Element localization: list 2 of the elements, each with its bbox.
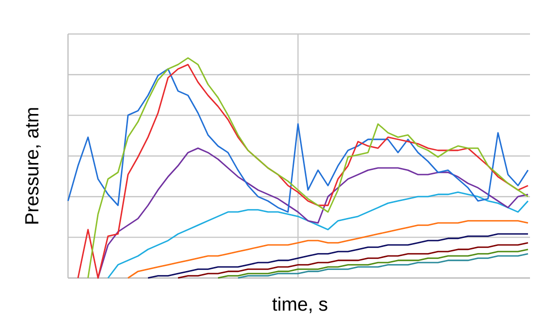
x-axis-title: time, s (272, 296, 328, 314)
y-axis-title: Pressure, atm (25, 108, 41, 224)
